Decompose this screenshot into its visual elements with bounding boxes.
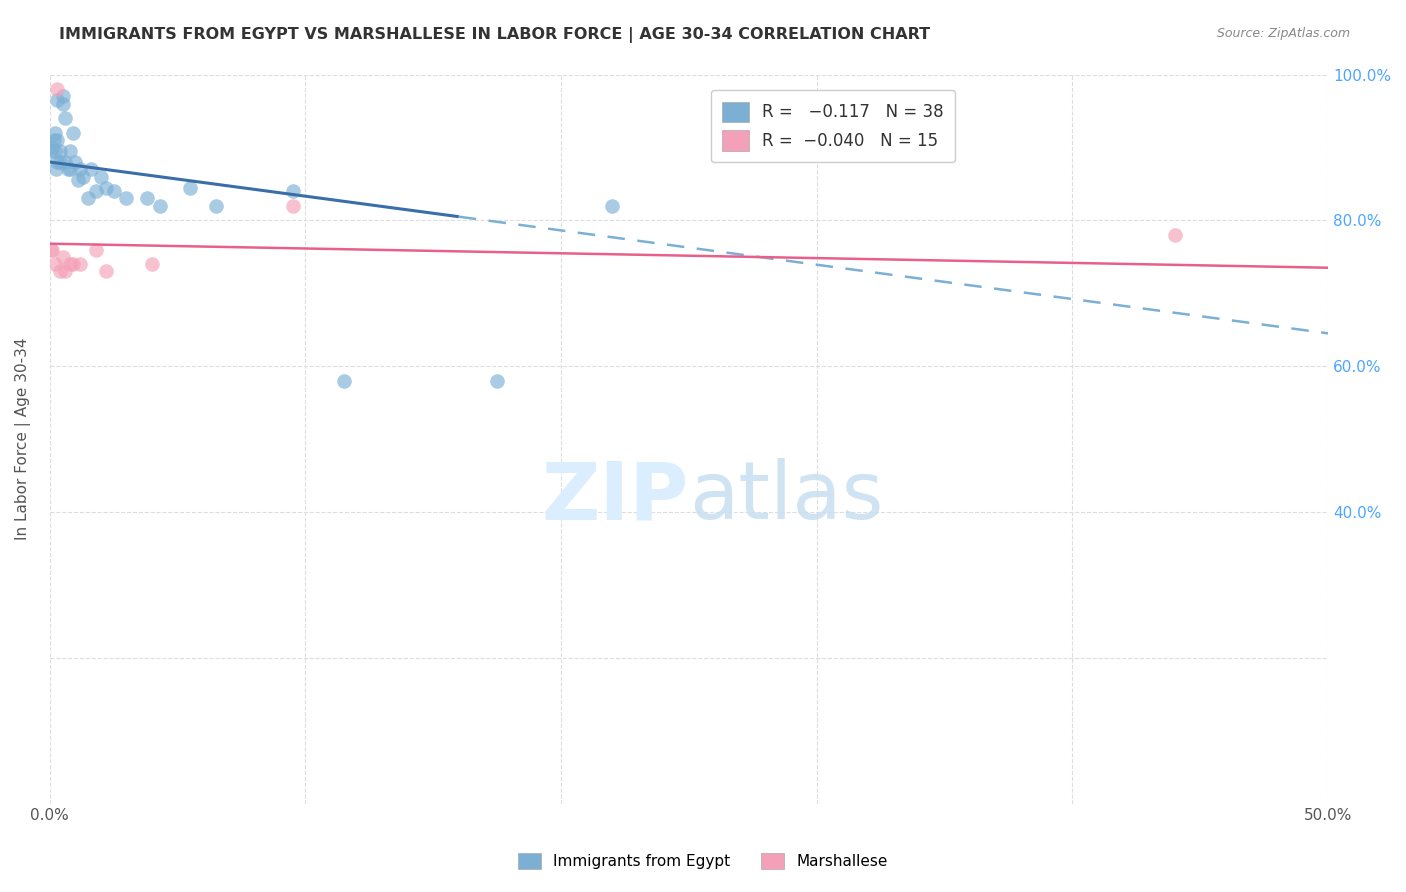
Y-axis label: In Labor Force | Age 30-34: In Labor Force | Age 30-34 — [15, 338, 31, 541]
Point — [600, 199, 623, 213]
Point — [66, 173, 89, 187]
Point — [84, 243, 107, 257]
Point — [39, 243, 62, 257]
Point — [51, 89, 73, 103]
Point — [205, 199, 228, 213]
Point — [46, 93, 69, 107]
Point — [65, 155, 87, 169]
Point — [51, 96, 73, 111]
Point — [69, 257, 91, 271]
Point — [94, 264, 117, 278]
Point — [59, 257, 82, 271]
Point — [1164, 227, 1187, 242]
Point — [94, 180, 117, 194]
Point — [56, 162, 79, 177]
Point — [281, 184, 304, 198]
Point — [49, 144, 72, 158]
Text: ZIP: ZIP — [541, 458, 689, 536]
Point — [53, 112, 76, 126]
Point — [44, 126, 66, 140]
Point — [51, 250, 73, 264]
Point — [62, 257, 84, 271]
Point — [149, 199, 172, 213]
Point — [53, 155, 76, 169]
Point — [45, 162, 67, 177]
Point — [39, 144, 62, 158]
Point — [103, 184, 125, 198]
Point — [281, 199, 304, 213]
Legend: Immigrants from Egypt, Marshallese: Immigrants from Egypt, Marshallese — [512, 847, 894, 875]
Point — [49, 155, 72, 169]
Point — [77, 191, 100, 205]
Point — [44, 257, 66, 271]
Point — [46, 82, 69, 96]
Point — [49, 264, 72, 278]
Point — [46, 133, 69, 147]
Point — [84, 184, 107, 198]
Text: IMMIGRANTS FROM EGYPT VS MARSHALLESE IN LABOR FORCE | AGE 30-34 CORRELATION CHAR: IMMIGRANTS FROM EGYPT VS MARSHALLESE IN … — [59, 27, 931, 43]
Point — [62, 126, 84, 140]
Point — [59, 144, 82, 158]
Point — [59, 162, 82, 177]
Point — [179, 180, 201, 194]
Point — [42, 133, 65, 147]
Point — [53, 264, 76, 278]
Point — [486, 374, 509, 388]
Point — [41, 243, 63, 257]
Point — [90, 169, 112, 184]
Text: Source: ZipAtlas.com: Source: ZipAtlas.com — [1216, 27, 1350, 40]
Point — [115, 191, 138, 205]
Point — [79, 162, 101, 177]
Point — [44, 144, 66, 158]
Point — [72, 169, 94, 184]
Point — [333, 374, 356, 388]
Point — [41, 140, 63, 154]
Point — [69, 162, 91, 177]
Point — [46, 155, 69, 169]
Point — [141, 257, 163, 271]
Point — [135, 191, 157, 205]
Text: atlas: atlas — [689, 458, 883, 536]
Legend: R =   −0.117   N = 38, R =  −0.040   N = 15: R = −0.117 N = 38, R = −0.040 N = 15 — [710, 90, 956, 162]
